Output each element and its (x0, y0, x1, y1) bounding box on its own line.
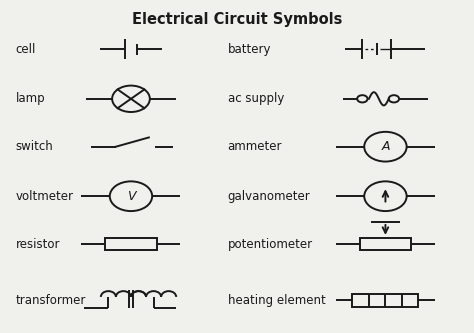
Text: ammeter: ammeter (228, 140, 282, 153)
Bar (359, 238, 411, 250)
Text: heating element: heating element (228, 294, 325, 307)
Text: resistor: resistor (16, 238, 60, 251)
Text: cell: cell (16, 43, 36, 56)
Text: Electrical Circuit Symbols: Electrical Circuit Symbols (132, 12, 342, 27)
Text: voltmeter: voltmeter (16, 190, 73, 203)
Text: galvanometer: galvanometer (228, 190, 310, 203)
Bar (105, 238, 157, 250)
Text: V: V (127, 190, 135, 203)
Text: transformer: transformer (16, 294, 86, 307)
Text: A: A (381, 140, 390, 153)
Bar (353, 294, 419, 306)
Text: battery: battery (228, 43, 271, 56)
Text: lamp: lamp (16, 92, 45, 105)
Text: ac supply: ac supply (228, 92, 284, 105)
Text: switch: switch (16, 140, 53, 153)
Text: potentiometer: potentiometer (228, 238, 313, 251)
